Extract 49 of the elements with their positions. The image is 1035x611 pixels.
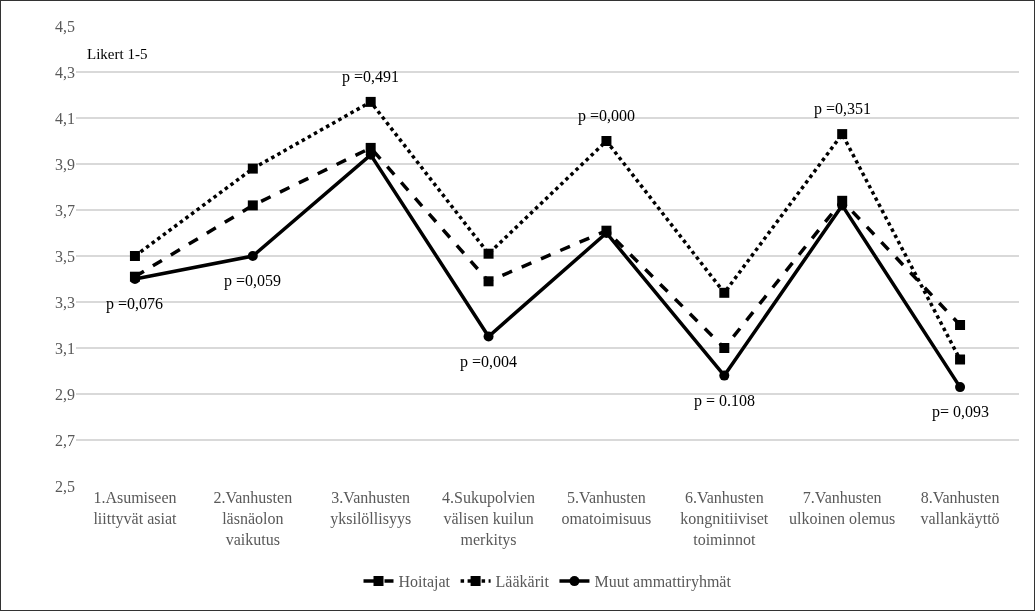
point [483, 276, 494, 287]
point [129, 251, 140, 261]
legend-label: Muut ammattiryhmät [594, 573, 732, 592]
y-tick-label: 2,7 [55, 431, 75, 449]
y-tick-label: 2,9 [55, 385, 75, 403]
annotation: Likert 1-5 [87, 46, 148, 62]
annotation: p= 0,093 [932, 403, 990, 421]
y-tick-label: 2,5 [55, 477, 75, 495]
y-tick-label: 3,3 [55, 293, 75, 311]
y-tick-label: 4,3 [55, 63, 75, 81]
point [719, 287, 730, 298]
point [719, 343, 730, 353]
x-tick-label: 5.Vanhusten omatoimisuus [561, 489, 652, 527]
point [483, 331, 494, 342]
annotation: p =0,491 [342, 68, 400, 86]
legend-label: Lääkärit [495, 573, 550, 591]
point [719, 370, 730, 381]
point [837, 195, 848, 206]
y-tick-label: 4,5 [55, 17, 75, 35]
point [483, 248, 494, 259]
annotation: p =0,351 [814, 100, 872, 118]
point [955, 382, 966, 393]
annotation: p = 0.108 [694, 392, 756, 410]
point [247, 163, 258, 174]
annotation: p =0,000 [578, 107, 636, 125]
y-tick-label: 3,5 [55, 247, 75, 265]
point [247, 200, 258, 211]
x-tick-label: 4.Sukupolvien välisen kuilun merkitys [442, 489, 536, 549]
y-tick-label: 4,1 [55, 109, 75, 127]
y-tick-label: 3,9 [55, 155, 75, 173]
point [955, 320, 966, 330]
legend-label: Hoitajat [398, 573, 451, 592]
x-tick-label: 7.Vanhusten ulkoinen olemus [789, 489, 896, 527]
point [601, 136, 612, 146]
point [365, 96, 376, 107]
annotation: p =0,076 [106, 295, 164, 313]
point [365, 142, 376, 153]
point [837, 129, 848, 140]
x-tick-label: 1.Asumiseen liittyvät asiat [93, 489, 178, 528]
x-tick-label: 6.Vanhusten kongnitiiviset toiminnot [680, 489, 769, 548]
annotation: p =0,059 [224, 272, 282, 290]
x-tick-label: 3.Vanhusten yksilöllisyys [330, 489, 412, 528]
x-tick-label: 2.Vanhusten läsnäolon vaikutus [213, 489, 293, 548]
y-tick-label: 3,7 [55, 201, 75, 219]
y-tick-label: 3,1 [55, 339, 75, 357]
annotation: p =0,004 [460, 353, 518, 371]
point [955, 354, 966, 365]
x-tick-label: 8.Vanhusten vallankäyttö [920, 489, 1000, 528]
point [247, 251, 258, 261]
